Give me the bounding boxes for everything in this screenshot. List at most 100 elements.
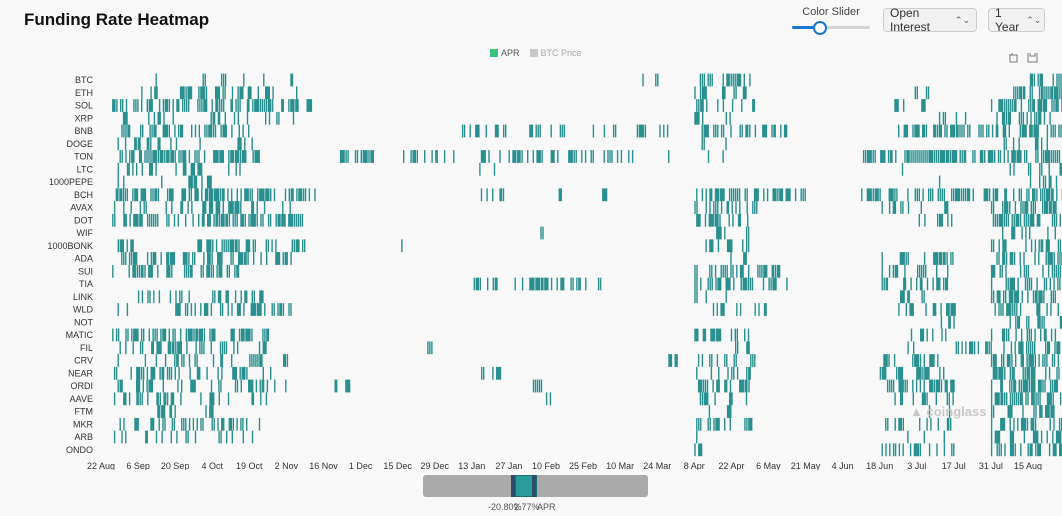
data-zoom-right-grip[interactable] — [532, 475, 536, 497]
heatmap-cell — [1017, 417, 1019, 431]
heatmap-cell — [208, 201, 214, 214]
heatmap-cell — [159, 150, 164, 163]
heatmap-cell — [972, 188, 974, 202]
metric-select[interactable]: Open Interest ⌃⌄ — [883, 6, 977, 34]
heatmap-cell — [265, 392, 268, 406]
legend-item-btc-price[interactable]: BTC Price — [529, 48, 582, 58]
heatmap-cell — [887, 417, 889, 431]
heatmap-cell — [238, 124, 240, 138]
legend-item-apr[interactable]: APR — [490, 48, 520, 58]
heatmap-cell — [207, 252, 211, 265]
heatmap-cell — [1003, 137, 1005, 151]
heatmap-cell — [1043, 277, 1046, 291]
heatmap-cell — [752, 201, 754, 214]
heatmap-cell — [1029, 73, 1034, 87]
period-select[interactable]: 1 Year ⌃⌄ — [988, 6, 1045, 34]
heatmap-cell — [910, 328, 913, 342]
heatmap-cell — [238, 239, 240, 253]
heatmap-cell — [150, 137, 152, 151]
heatmap-cell — [992, 405, 995, 418]
heatmap-cell — [212, 239, 214, 253]
heatmap-cell — [592, 124, 595, 138]
heatmap-cell — [259, 188, 265, 202]
heatmap-cell — [480, 150, 486, 163]
heatmap-cell — [1053, 417, 1055, 431]
heatmap-cell — [994, 188, 999, 202]
heatmap-cell — [1026, 315, 1028, 329]
heatmap-cell — [191, 124, 193, 138]
heatmap-cell — [401, 239, 403, 253]
data-zoom-window[interactable] — [515, 475, 537, 497]
heatmap-cell — [151, 124, 153, 138]
heatmap-cell — [168, 366, 171, 380]
heatmap-cell — [1041, 315, 1043, 329]
heatmap-cell — [1004, 201, 1009, 214]
heatmap-cell — [1011, 392, 1014, 406]
heatmap-cell — [424, 150, 426, 163]
heatmap-cell — [696, 201, 698, 214]
heatmap-cell — [777, 188, 779, 202]
heatmap-cell — [1054, 124, 1056, 138]
heatmap-cell — [940, 303, 942, 316]
heatmap-cell — [896, 366, 898, 380]
heatmap-cell — [696, 277, 698, 291]
x-axis-label: 16 Nov — [309, 461, 338, 470]
heatmap-cell — [113, 366, 116, 380]
heatmap-cell — [1009, 277, 1015, 291]
heatmap-cell — [1016, 303, 1018, 316]
heatmap-cell — [753, 188, 759, 202]
heatmap-cell — [265, 188, 270, 202]
heatmap-cell — [936, 124, 939, 138]
legend-label-apr: APR — [501, 48, 520, 58]
heatmap-cell — [922, 124, 926, 138]
color-slider[interactable]: Color Slider — [792, 6, 870, 35]
heatmap-cell — [199, 137, 201, 151]
heatmap-cell — [1034, 137, 1039, 151]
heatmap-cell — [124, 137, 127, 151]
heatmap-cell — [1050, 124, 1052, 138]
heatmap-cell — [1044, 86, 1046, 100]
heatmap-cell — [190, 379, 196, 393]
heatmap-cell — [1029, 86, 1031, 100]
restore-icon[interactable] — [1009, 52, 1020, 63]
heatmap-cell — [1027, 392, 1029, 406]
heatmap-cell — [1030, 239, 1033, 253]
heatmap-cell — [1017, 277, 1019, 291]
color-slider-track[interactable] — [792, 21, 870, 35]
heatmap-cell — [1000, 443, 1002, 457]
heatmap-cell — [1058, 124, 1060, 138]
heatmap-cell — [171, 264, 173, 278]
heatmap-cell — [134, 137, 137, 151]
y-axis-label: FIL — [80, 343, 93, 353]
heatmap-cell — [226, 264, 228, 278]
save-icon[interactable] — [1027, 52, 1038, 63]
heatmap-cell — [963, 124, 965, 138]
heatmap-cell — [747, 226, 750, 240]
heatmap-cell — [141, 290, 144, 304]
color-slider-knob[interactable] — [813, 21, 828, 35]
heatmap-cell — [1048, 175, 1052, 189]
heatmap-cell — [783, 124, 788, 138]
heatmap-cell — [1025, 226, 1027, 240]
heatmap-cell — [943, 277, 945, 291]
heatmap-cell — [198, 86, 200, 100]
heatmap-cell — [880, 150, 886, 163]
heatmap-cell — [156, 341, 162, 355]
heatmap-cell — [726, 264, 728, 278]
heatmap-cell — [1044, 188, 1046, 202]
heatmap-cell — [921, 99, 926, 112]
heatmap-cell — [529, 124, 534, 138]
heatmap-cell — [170, 430, 172, 444]
heatmap-cell — [125, 341, 127, 355]
heatmap-cell — [1017, 392, 1020, 406]
heatmap-cell — [919, 354, 922, 367]
heatmap-cell — [990, 201, 993, 214]
heatmap-cell — [946, 303, 950, 316]
heatmap-cell — [282, 303, 285, 316]
heatmap-cell — [219, 99, 221, 112]
heatmap-cell — [727, 366, 729, 380]
heatmap-cell — [493, 162, 496, 176]
heatmap-cell — [215, 86, 221, 100]
heatmap-cell — [1027, 443, 1029, 457]
data-zoom-left-grip[interactable] — [511, 475, 515, 497]
